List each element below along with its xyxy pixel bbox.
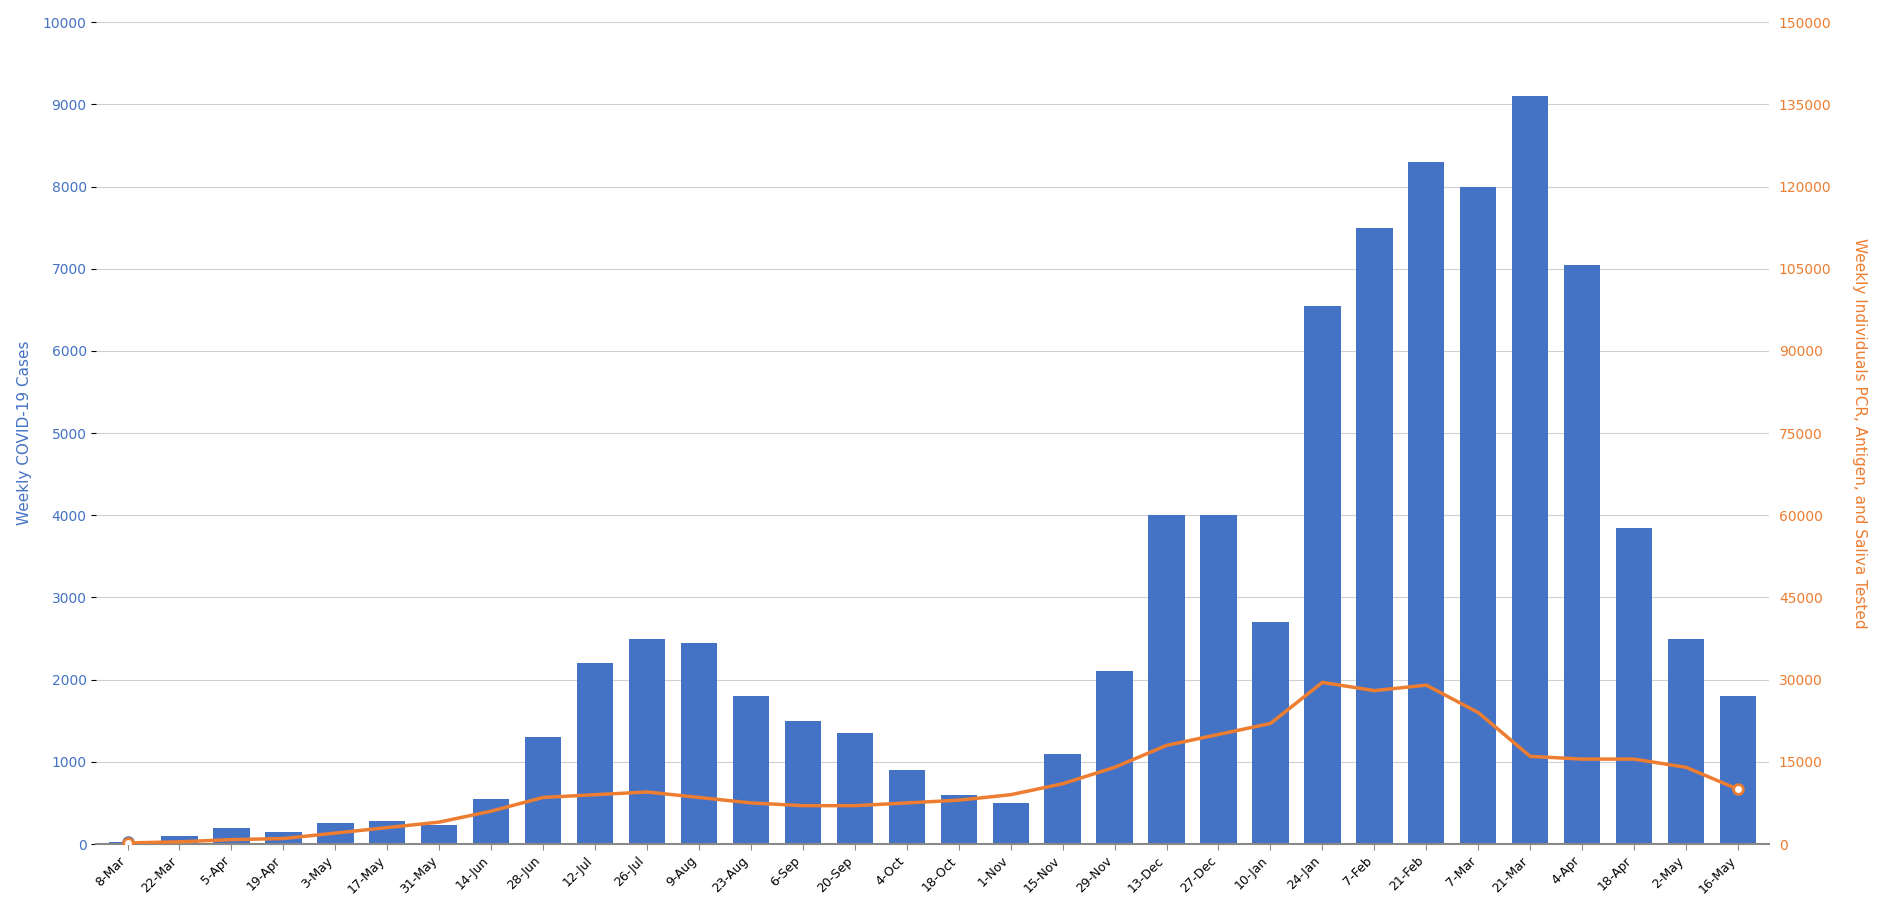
Bar [369,821,405,844]
Bar [162,835,198,844]
Bar [1044,753,1081,844]
Bar [1096,671,1132,844]
Bar [629,638,665,844]
Bar [680,643,718,844]
Bar [1200,515,1236,844]
Bar [1720,696,1756,844]
Bar [1667,638,1705,844]
Bar [266,832,301,844]
Bar [317,824,354,844]
Bar [733,696,769,844]
Bar [473,799,509,844]
Y-axis label: Weekly Individuals PCR, Antigen, and Saliva Tested: Weekly Individuals PCR, Antigen, and Sal… [1852,237,1867,628]
Bar [786,720,821,844]
Bar [1513,96,1549,844]
Bar [526,737,561,844]
Bar [889,770,925,844]
Bar [836,733,872,844]
Bar [1460,186,1496,844]
Bar [1564,265,1600,844]
Bar [1356,227,1392,844]
Bar [1407,162,1445,844]
Bar [109,842,145,844]
Bar [1149,515,1185,844]
Bar [940,794,978,844]
Bar [993,803,1029,844]
Bar [1304,306,1341,844]
Bar [213,827,249,844]
Bar [1616,528,1652,844]
Bar [1253,622,1289,844]
Bar [577,663,614,844]
Bar [420,825,458,844]
Y-axis label: Weekly COVID-19 Cases: Weekly COVID-19 Cases [17,341,32,525]
